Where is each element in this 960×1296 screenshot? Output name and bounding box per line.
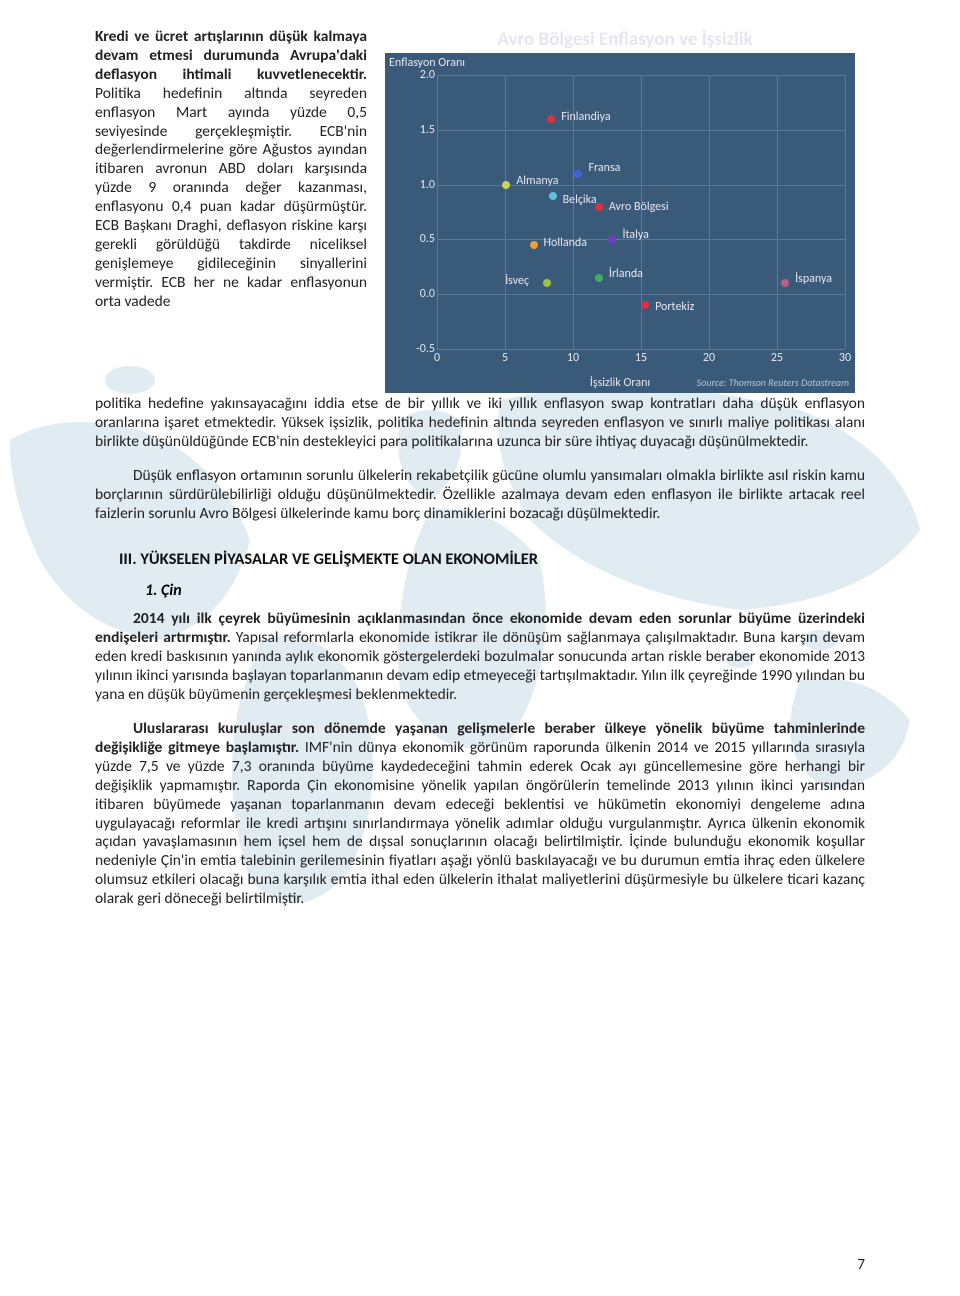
left-column-text: Kredi ve ücret artışlarının düşük kalmay… (95, 28, 367, 393)
data-point-label: Portekiz (655, 300, 694, 314)
page-number: 7 (857, 1256, 865, 1274)
data-point (595, 203, 603, 211)
y-tick: 0.5 (411, 232, 435, 246)
data-point (641, 301, 649, 309)
data-point-label: İrlanda (609, 267, 643, 281)
paragraph: 2014 yılı ilk çeyrek büyümesinin açıklan… (95, 610, 865, 705)
sub-heading: 1. Çin (145, 581, 865, 600)
data-point-label: İspanya (795, 272, 832, 286)
x-axis-label: İşsizlik Oranı (590, 376, 650, 390)
x-tick: 15 (635, 351, 647, 365)
scatter-chart: Enflasyon Oranı İşsizlik Oranı Source: T… (385, 53, 855, 393)
data-point-label: Almanya (516, 174, 558, 188)
chart-container: Avro Bölgesi Enflasyon ve İşsizlik Enfla… (385, 28, 865, 393)
paragraph: Uluslararası kuruluşlar son dönemde yaşa… (95, 720, 865, 909)
x-tick: 25 (771, 351, 783, 365)
paragraph: politika hedefine yakınsayacağını iddia … (95, 395, 865, 452)
data-point-label: Avro Bölgesi (609, 200, 669, 214)
x-tick: 5 (502, 351, 508, 365)
x-tick: 10 (567, 351, 579, 365)
y-tick: 1.5 (411, 123, 435, 137)
paragraph: Düşük enflasyon ortamının sorunlu ülkele… (95, 467, 865, 524)
chart-source: Source: Thomson Reuters Datastream (697, 376, 849, 389)
section-heading: III. YÜKSELEN PİYASALAR VE GELİŞMEKTE OL… (119, 549, 865, 569)
data-point-label: Fransa (588, 161, 620, 175)
data-point-label: Belçika (563, 193, 597, 207)
y-tick: 1.0 (411, 178, 435, 192)
data-point (781, 279, 789, 287)
data-point (502, 181, 510, 189)
data-point (595, 274, 603, 282)
x-tick: 20 (703, 351, 715, 365)
data-point (547, 115, 555, 123)
y-tick: 0.0 (411, 287, 435, 301)
data-point (608, 235, 616, 243)
data-point (543, 279, 551, 287)
data-point (549, 192, 557, 200)
data-point-label: Finlandiya (561, 110, 610, 124)
y-tick: 2.0 (411, 68, 435, 82)
data-point-label: İtalya (622, 228, 648, 242)
data-point-label: İsveç (505, 274, 529, 288)
data-point (530, 241, 538, 249)
x-tick: 0 (434, 351, 440, 365)
y-tick: -0.5 (411, 342, 435, 356)
page-content: Kredi ve ücret artışlarının düşük kalmay… (0, 0, 960, 909)
x-tick: 30 (839, 351, 851, 365)
chart-title: Avro Bölgesi Enflasyon ve İşsizlik (385, 28, 865, 51)
data-point (574, 170, 582, 178)
data-point-label: Hollanda (544, 236, 587, 250)
